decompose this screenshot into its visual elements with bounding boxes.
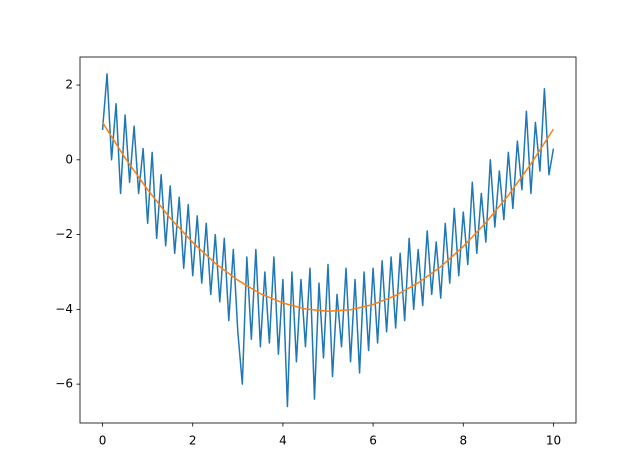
y-tick-label: −2 xyxy=(55,227,73,241)
x-tick-label: 4 xyxy=(279,434,287,448)
x-tick-label: 10 xyxy=(546,434,561,448)
y-tick-label: 0 xyxy=(65,152,73,166)
x-tick-label: 0 xyxy=(99,434,107,448)
series-line xyxy=(101,73,555,408)
y-tick-label: −4 xyxy=(55,302,73,316)
x-tick-label: 6 xyxy=(369,434,377,448)
y-tick-label: −6 xyxy=(55,377,73,391)
series-line xyxy=(101,122,555,312)
y-tick-label: 2 xyxy=(65,78,73,92)
x-tick-label: 8 xyxy=(459,434,467,448)
plot-frame xyxy=(79,56,577,424)
x-tick-label: 2 xyxy=(189,434,197,448)
